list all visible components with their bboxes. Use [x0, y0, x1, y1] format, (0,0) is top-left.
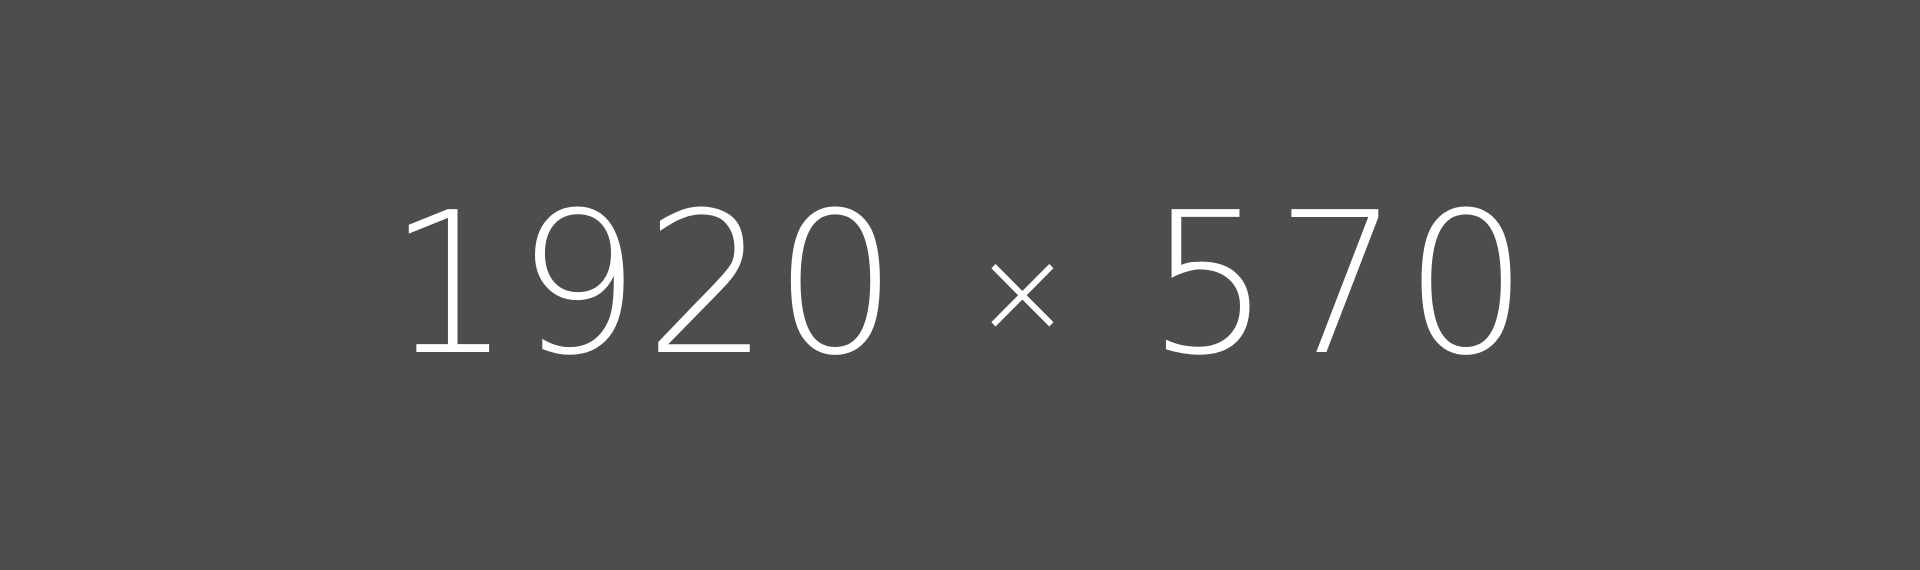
height-value: 570: [1146, 171, 1533, 399]
width-value: 1920: [387, 171, 903, 399]
times-separator: ×: [972, 223, 1077, 362]
dimension-label: 1920 × 570: [0, 187, 1920, 383]
